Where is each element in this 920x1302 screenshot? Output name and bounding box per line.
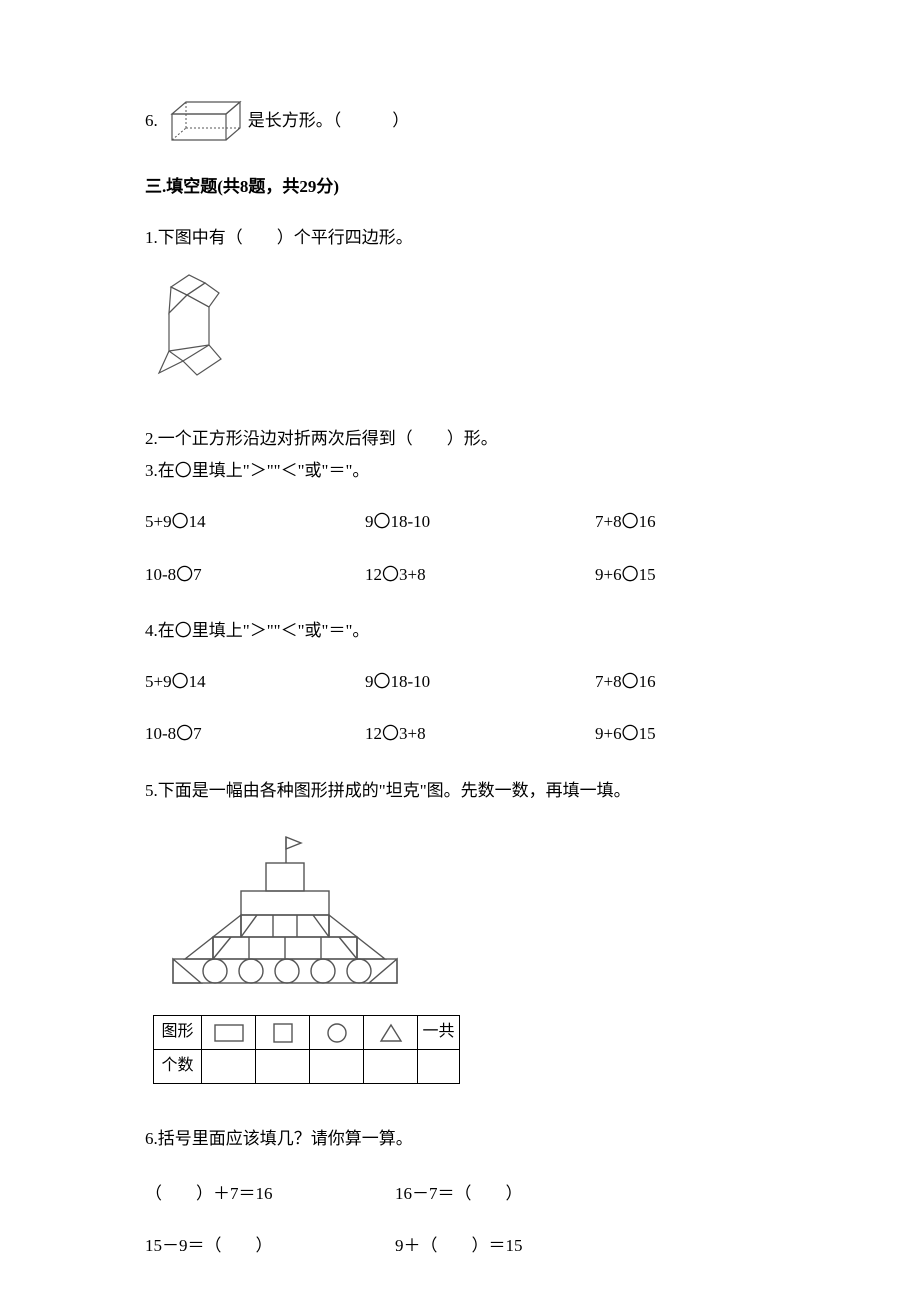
q4-grid: 5+9〇14 9〇18-10 7+8〇16 10-8〇7 12〇3+8 9+6〇… xyxy=(145,667,775,750)
q6-item: 16－7＝（ ） xyxy=(395,1179,775,1210)
sec2-q6-num: 6. xyxy=(145,106,158,137)
q6-grid: （ ）＋7＝16 16－7＝（ ） 15－9＝（ ） 9＋（ ）＝15 xyxy=(145,1179,775,1262)
q4-text: 4.在〇里填上"＞""＜"或"＝"。 xyxy=(145,616,775,647)
q3-item: 9〇18-10 xyxy=(365,507,595,538)
table-cell xyxy=(202,1050,256,1084)
q4-item: 12〇3+8 xyxy=(365,719,595,750)
table-cell xyxy=(256,1050,310,1084)
q3-text: 3.在〇里填上"＞""＜"或"＝"。 xyxy=(145,456,775,487)
table-cell xyxy=(310,1050,364,1084)
tank-table: 图形 一共 个数 xyxy=(153,1015,460,1084)
table-cell xyxy=(418,1050,460,1084)
q3-item: 5+9〇14 xyxy=(145,507,365,538)
q4-item: 5+9〇14 xyxy=(145,667,365,698)
q3-item: 9+6〇15 xyxy=(595,560,775,591)
table-count-label: 个数 xyxy=(154,1050,202,1084)
q4-item: 9〇18-10 xyxy=(365,667,595,698)
q6-text: 6.括号里面应该填几？请你算一算。 xyxy=(145,1124,775,1155)
rect-shape-icon xyxy=(202,1016,256,1050)
q1-figure xyxy=(153,273,775,394)
q3-item: 7+8〇16 xyxy=(595,507,775,538)
q3-item: 10-8〇7 xyxy=(145,560,365,591)
circle-shape-icon xyxy=(310,1016,364,1050)
section3-header: 三.填空题(共8题，共29分) xyxy=(145,172,775,203)
q3-grid: 5+9〇14 9〇18-10 7+8〇16 10-8〇7 12〇3+8 9+6〇… xyxy=(145,507,775,590)
triangle-shape-icon xyxy=(364,1016,418,1050)
cuboid-icon xyxy=(166,100,244,142)
q4-item: 10-8〇7 xyxy=(145,719,365,750)
q2-text: 2.一个正方形沿边对折两次后得到（ ）形。 xyxy=(145,424,775,455)
sec2-q6: 6. 是长方形。（ ） xyxy=(145,100,775,142)
table-cell xyxy=(364,1050,418,1084)
q6-item: 9＋（ ）＝15 xyxy=(395,1231,775,1262)
q5-text: 5.下面是一幅由各种图形拼成的"坦克"图。先数一数，再填一填。 xyxy=(145,776,775,807)
q4-item: 7+8〇16 xyxy=(595,667,775,698)
q6-item: 15－9＝（ ） xyxy=(145,1231,395,1262)
tank-figure xyxy=(153,835,775,996)
q3-item: 12〇3+8 xyxy=(365,560,595,591)
q6-item: （ ）＋7＝16 xyxy=(145,1179,395,1210)
q4-item: 9+6〇15 xyxy=(595,719,775,750)
table-header-total: 一共 xyxy=(418,1016,460,1050)
table-header-label: 图形 xyxy=(154,1016,202,1050)
sec2-q6-text: 是长方形。（ ） xyxy=(248,106,410,137)
square-shape-icon xyxy=(256,1016,310,1050)
q1-text: 1.下图中有（ ）个平行四边形。 xyxy=(145,223,775,254)
